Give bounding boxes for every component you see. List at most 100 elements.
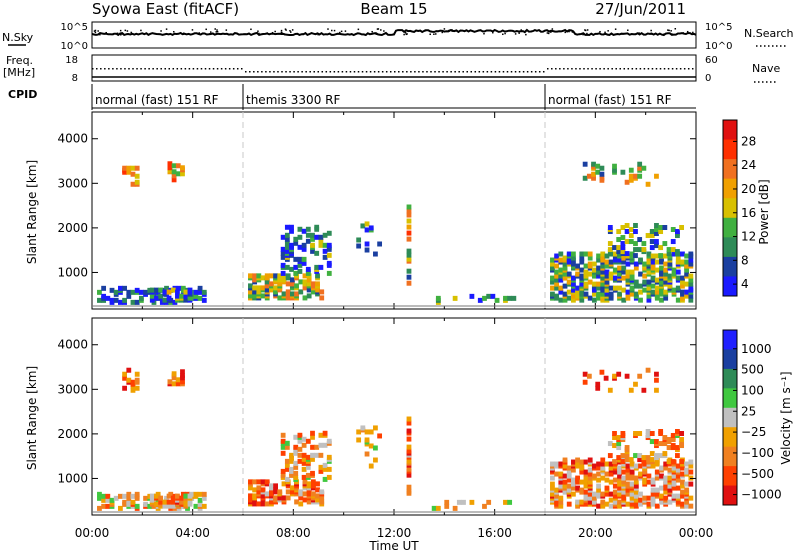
freq-tick-top: 18: [65, 55, 78, 66]
velocity-data-cell: [201, 495, 207, 501]
nave-dot: [482, 71, 485, 73]
velocity-data-cell: [319, 499, 325, 505]
power-data-cell: [364, 241, 370, 247]
velocity-data-cell: [134, 377, 140, 383]
velocity-data-cell: [612, 493, 618, 499]
velocity-data-cell: [579, 459, 585, 465]
velocity-data-cell: [617, 491, 622, 497]
nave-dot: [402, 71, 404, 73]
velocity-data-cell: [638, 501, 643, 507]
power-data-cell: [599, 175, 605, 181]
power-colorbar-tick-label: 20: [741, 182, 756, 196]
nave-dot: [116, 68, 118, 70]
velocity-data-cell: [608, 461, 614, 467]
velocity-data-cell: [248, 479, 253, 485]
power-data-cell: [583, 269, 589, 275]
velocity-data-cell: [122, 371, 127, 377]
nave-dot: [240, 68, 243, 70]
velocity-data-cell: [579, 479, 585, 485]
power-data-cell: [558, 267, 564, 273]
velocity-data-cell: [273, 483, 278, 489]
power-data-cell: [633, 229, 638, 235]
nave-dot: [643, 68, 646, 70]
nsearch-dot: [120, 33, 122, 36]
power-data-cell: [293, 256, 299, 262]
power-data-cell: [562, 297, 568, 303]
nsearch-dot: [525, 33, 527, 36]
velocity-data-cell: [306, 481, 312, 487]
power-data-cell: [113, 297, 119, 303]
velocity-data-cell: [612, 489, 618, 495]
power-y-axis: 4000 3000 2000 1000: [57, 112, 697, 309]
velocity-data-cell: [604, 501, 610, 507]
velocity-data-cell: [666, 437, 672, 443]
nsearch-dot: [160, 30, 162, 32]
velocity-data-cell: [621, 495, 627, 501]
nave-dot: [309, 71, 311, 73]
nsearch-dot: [121, 33, 123, 35]
nsearch-dot: [523, 31, 526, 34]
power-data-cell: [617, 271, 622, 277]
power-data-cell: [625, 277, 631, 283]
velocity-data-cell: [642, 495, 648, 501]
nsearch-dot: [563, 29, 566, 32]
power-data-cell: [675, 259, 681, 265]
velocity-data-cell: [97, 505, 102, 511]
nave-dot: [639, 68, 642, 70]
velocity-data-cell: [566, 501, 572, 507]
nsearch-dot: [165, 28, 168, 30]
power-data-cell: [143, 289, 148, 295]
nsearch-dot: [214, 28, 216, 30]
power-data-cell: [377, 241, 383, 247]
nave-dot: [567, 68, 569, 70]
velocity-ylabel: Slant Range [km]: [25, 366, 39, 470]
nave-dot: [555, 68, 557, 70]
power-data-cell: [624, 179, 630, 185]
power-data-cell: [680, 295, 685, 301]
nave-dot: [253, 71, 255, 73]
velocity-data-cell: [406, 416, 412, 422]
velocity-data-cell: [680, 483, 685, 489]
velocity-data-cell: [612, 373, 617, 379]
power-data-cell: [134, 287, 140, 293]
power-data-cell: [633, 261, 639, 267]
power-data-cell: [406, 256, 412, 262]
power-data-cell: [641, 241, 647, 247]
power-data-cell: [360, 223, 366, 229]
velocity-data-cell: [641, 459, 647, 465]
velocity-data-cell: [670, 459, 676, 465]
nave-dot: [522, 71, 525, 73]
nsearch-dot: [339, 31, 341, 34]
velocity-data-cell: [558, 483, 564, 489]
nave-dot: [345, 71, 348, 73]
velocity-data-cell: [637, 373, 643, 379]
velocity-data-cell: [671, 465, 677, 471]
power-data-cell: [596, 285, 601, 291]
velocity-data-cell: [281, 495, 287, 501]
power-data-cell: [654, 243, 659, 249]
power-data-cell: [260, 293, 266, 299]
power-data-cell: [105, 295, 111, 301]
nsearch-dot: [124, 29, 127, 32]
velocity-ytick-label: 2000: [57, 427, 88, 441]
power-data-cell: [604, 279, 610, 285]
power-data-cell: [558, 289, 564, 295]
power-data-cell: [285, 273, 291, 279]
power-data-cell: [579, 289, 585, 295]
velocity-data-cell: [649, 439, 655, 445]
power-data-cell: [248, 283, 253, 289]
power-data-cell: [591, 171, 596, 177]
power-data-cell: [326, 260, 332, 266]
power-colorbar-tick-label: 8: [741, 253, 749, 267]
velocity-data-cell: [688, 503, 694, 509]
nave-dot: [494, 71, 497, 73]
velocity-data-cell: [591, 473, 597, 479]
velocity-data-cell: [675, 463, 681, 469]
velocity-colorbar-swatch: [723, 388, 737, 409]
nave-dot: [100, 68, 102, 70]
nave-tick-top: 60: [705, 55, 718, 66]
velocity-data-cell: [587, 491, 593, 497]
velocity-data-cell: [571, 459, 576, 465]
nave-dot: [563, 68, 565, 70]
nave-dot: [526, 71, 529, 73]
